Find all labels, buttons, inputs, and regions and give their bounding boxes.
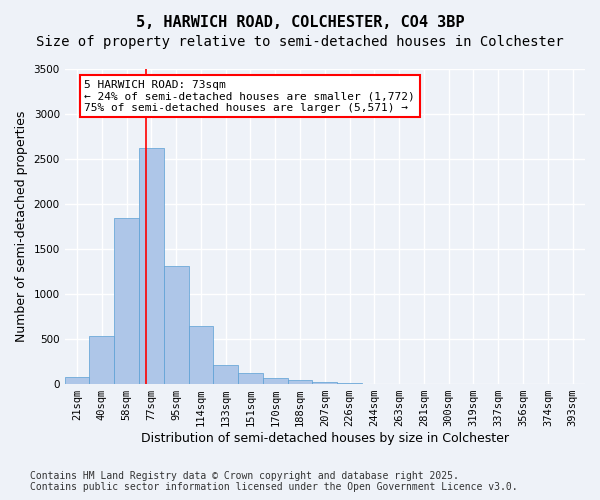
Bar <box>89 336 114 384</box>
Text: 5, HARWICH ROAD, COLCHESTER, CO4 3BP: 5, HARWICH ROAD, COLCHESTER, CO4 3BP <box>136 15 464 30</box>
Bar <box>188 326 214 384</box>
Text: Contains HM Land Registry data © Crown copyright and database right 2025.
Contai: Contains HM Land Registry data © Crown c… <box>30 471 518 492</box>
Bar <box>65 377 89 384</box>
Bar <box>263 378 287 384</box>
Bar <box>214 365 238 384</box>
Bar <box>164 266 188 384</box>
Bar <box>238 374 263 384</box>
Bar <box>139 148 164 384</box>
X-axis label: Distribution of semi-detached houses by size in Colchester: Distribution of semi-detached houses by … <box>141 432 509 445</box>
Text: Size of property relative to semi-detached houses in Colchester: Size of property relative to semi-detach… <box>36 35 564 49</box>
Bar <box>337 383 362 384</box>
Bar <box>313 382 337 384</box>
Bar <box>114 218 139 384</box>
Y-axis label: Number of semi-detached properties: Number of semi-detached properties <box>15 111 28 342</box>
Text: 5 HARWICH ROAD: 73sqm
← 24% of semi-detached houses are smaller (1,772)
75% of s: 5 HARWICH ROAD: 73sqm ← 24% of semi-deta… <box>85 80 415 113</box>
Bar <box>287 380 313 384</box>
